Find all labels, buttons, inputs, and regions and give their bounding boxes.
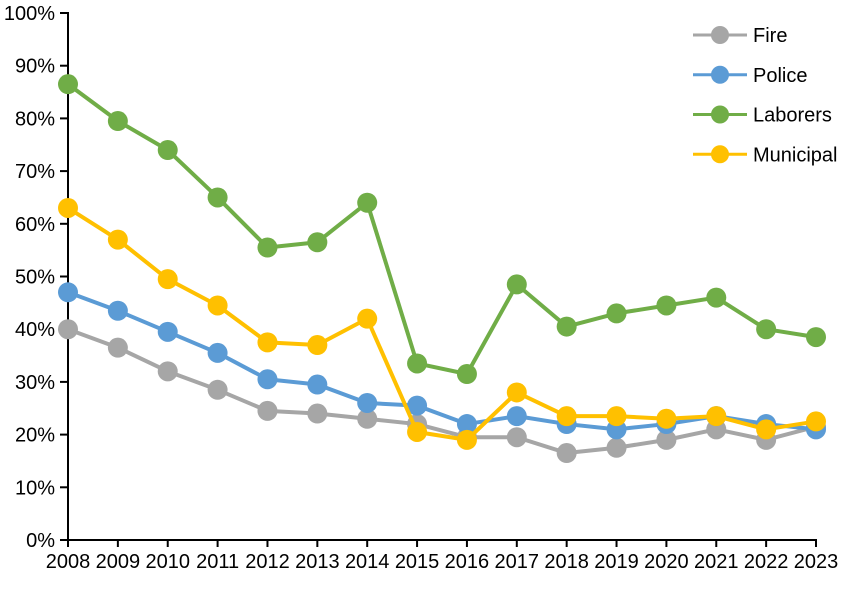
data-point-municipal-2010 (157, 269, 178, 290)
series-line-municipal (66, 206, 817, 442)
data-point-fire-2019 (606, 437, 627, 458)
data-point-police-2010 (157, 321, 178, 342)
data-point-fire-2017 (506, 427, 527, 448)
x-axis-tick-label: 2021 (694, 551, 739, 573)
data-point-laborers-2015 (407, 353, 428, 374)
data-point-laborers-2020 (656, 295, 677, 316)
y-axis-tick-label: 50% (15, 267, 55, 289)
x-axis-tick-label: 2019 (594, 551, 639, 573)
data-point-fire-2011 (207, 379, 228, 400)
x-axis-tick-label: 2011 (196, 551, 239, 573)
legend-item-laborers: Laborers (693, 105, 832, 127)
data-point-municipal-2019 (606, 406, 627, 427)
data-point-laborers-2013 (307, 232, 328, 253)
data-point-laborers-2022 (756, 319, 777, 340)
series-line-police (67, 290, 817, 432)
x-axis-tick-label: 2014 (345, 551, 390, 573)
y-axis-tick-label: 100% (4, 3, 55, 25)
data-point-municipal-2009 (107, 229, 128, 250)
data-point-municipal-2017 (506, 382, 527, 403)
y-axis-tick-label: 40% (15, 319, 55, 341)
data-point-police-2016 (456, 414, 477, 435)
data-point-fire-2018 (556, 443, 577, 464)
data-point-laborers-2010 (157, 140, 178, 161)
x-axis-tick-label: 2009 (96, 551, 141, 573)
data-point-laborers-2012 (257, 237, 278, 258)
y-axis-tick-label: 60% (15, 214, 55, 236)
y-axis-tick-label: 20% (15, 425, 55, 447)
data-point-municipal-2012 (257, 332, 278, 353)
data-point-municipal-2015 (407, 421, 428, 442)
legend-item-police: Police (693, 65, 807, 87)
data-point-police-2011 (207, 342, 228, 363)
x-axis-tick-label: 2008 (46, 551, 91, 573)
data-point-municipal-2011 (207, 295, 228, 316)
legend-label: Fire (753, 25, 787, 47)
legend-marker-dot (711, 105, 729, 124)
legend-item-municipal: Municipal (693, 144, 837, 166)
data-point-municipal-2023 (806, 411, 826, 432)
data-point-laborers-2011 (207, 187, 228, 208)
data-point-municipal-2013 (307, 335, 328, 356)
data-point-municipal-2014 (357, 308, 378, 329)
data-point-laborers-2019 (606, 303, 627, 324)
legend-marker-dot (711, 65, 729, 84)
data-point-laborers-2017 (506, 274, 527, 295)
series-line-laborers (66, 82, 817, 376)
data-point-laborers-2018 (556, 316, 577, 337)
x-axis-tick-label: 2015 (395, 551, 440, 573)
x-axis-tick-label: 2022 (744, 551, 789, 573)
data-point-police-2014 (357, 392, 378, 413)
legend-marker-dot (711, 26, 729, 44)
data-point-laborers-2023 (806, 327, 826, 348)
data-point-police-2015 (407, 395, 428, 416)
data-point-police-2017 (506, 406, 527, 427)
x-axis-tick-label: 2017 (495, 551, 540, 573)
data-point-police-2013 (307, 374, 328, 395)
series-line-fire (67, 327, 817, 456)
data-point-police-2008 (58, 282, 78, 303)
legend-label: Laborers (753, 105, 832, 127)
data-point-laborers-2009 (107, 111, 128, 132)
x-axis-tick-label: 2013 (295, 551, 340, 573)
data-point-police-2012 (257, 369, 278, 390)
data-point-fire-2008 (58, 319, 78, 340)
data-point-municipal-2018 (556, 406, 577, 427)
data-point-municipal-2008 (58, 197, 78, 218)
data-point-fire-2013 (307, 403, 328, 424)
y-axis-tick-label: 10% (15, 477, 55, 499)
x-axis-tick-label: 2023 (794, 551, 839, 573)
legend-item-fire: Fire (693, 25, 787, 47)
data-point-police-2009 (107, 300, 128, 321)
data-point-laborers-2008 (58, 74, 78, 95)
data-point-municipal-2022 (756, 419, 777, 440)
data-point-laborers-2014 (357, 192, 378, 213)
data-point-fire-2020 (656, 429, 677, 450)
legend-label: Municipal (753, 144, 837, 166)
y-axis-tick-label: 30% (15, 372, 55, 394)
y-axis-tick-label: 0% (26, 530, 55, 552)
data-point-fire-2012 (257, 400, 278, 421)
data-point-fire-2010 (157, 361, 178, 382)
data-point-fire-2014 (357, 408, 378, 429)
x-axis-tick-label: 2010 (145, 551, 190, 573)
legend-marker-dot (711, 145, 729, 164)
data-point-municipal-2016 (456, 429, 477, 450)
data-point-municipal-2021 (706, 406, 727, 427)
x-axis-tick-label: 2018 (544, 551, 589, 573)
legend-label: Police (753, 65, 807, 87)
data-point-fire-2009 (107, 337, 128, 358)
x-axis-tick-label: 2016 (445, 551, 490, 573)
x-axis-tick-label: 2020 (644, 551, 689, 573)
y-axis-tick-label: 70% (15, 161, 55, 183)
data-point-laborers-2021 (706, 287, 727, 308)
x-axis-tick-label: 2012 (245, 551, 290, 573)
data-point-laborers-2016 (456, 363, 477, 384)
data-point-municipal-2020 (656, 408, 677, 429)
y-axis-tick-label: 80% (15, 108, 55, 130)
y-axis-tick-label: 90% (15, 56, 55, 78)
